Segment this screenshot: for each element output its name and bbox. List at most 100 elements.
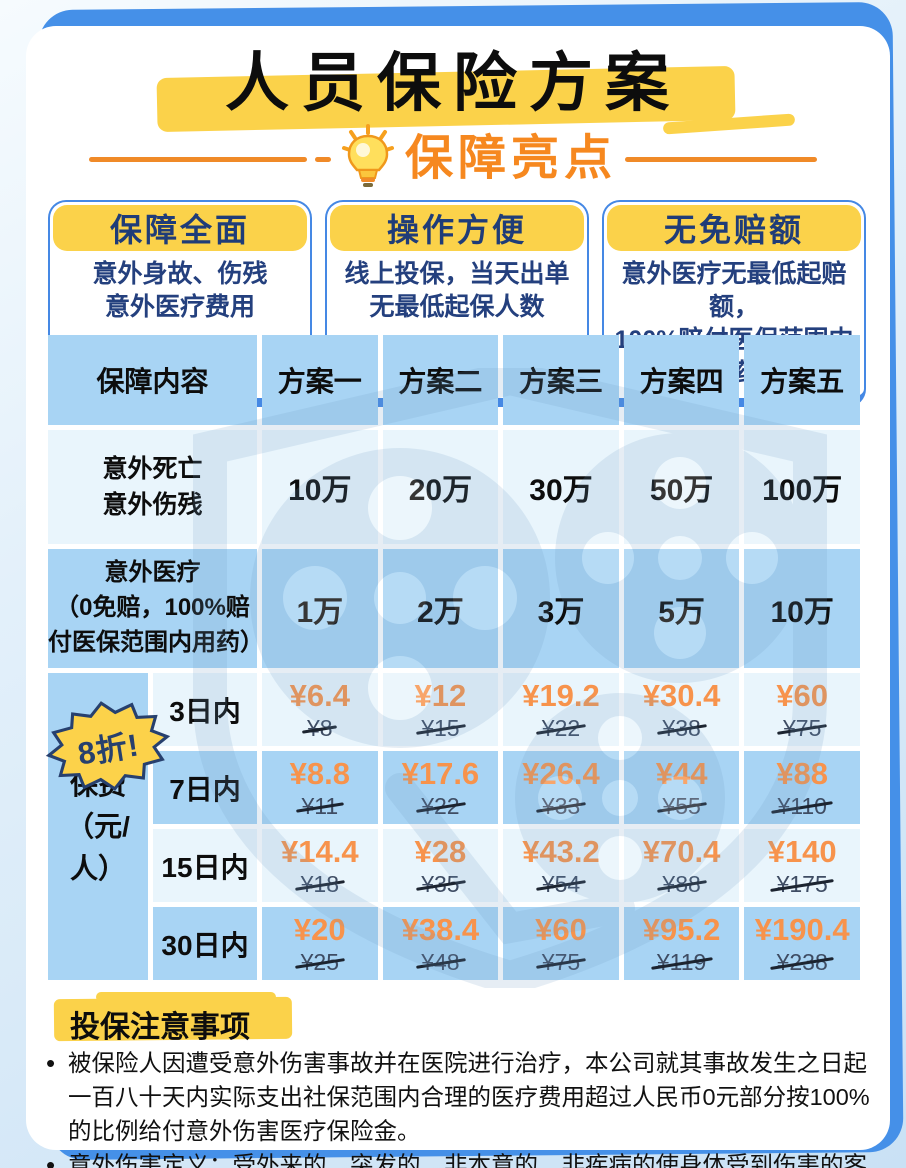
price-current: ¥30.4 [642,678,721,714]
price-current: ¥14.4 [281,834,359,870]
period-label: 7日内 [153,751,257,824]
discount-badge: 8折! [37,689,178,804]
period-label: 3日内 [153,673,257,746]
price-original: ¥110 [774,793,829,819]
price-cell: ¥17.6 ¥22 [382,751,499,824]
page-title: 人员保险方案 [225,47,681,119]
price-original: ¥238 [774,949,831,975]
benefit-value: 20万 [382,430,499,544]
divider-line [88,156,307,162]
price-current: ¥38.4 [401,912,480,948]
price-current: ¥70.4 [642,834,721,870]
price-original: ¥75 [539,949,583,975]
highlight-card-title: 无免赔额 [607,205,861,251]
price-current: ¥43.2 [522,834,600,870]
benefit-value: 2万 [382,549,499,668]
notes-heading: 投保注意事项 [70,1011,250,1044]
price-original: ¥55 [659,793,703,819]
price-cell: ¥19.2 ¥22 [503,673,619,746]
price-current: ¥190.4 [754,912,850,948]
highlight-card-body: 线上投保，当天出单 无最低起保人数 [344,260,570,321]
price-original: ¥22 [418,793,462,819]
divider-line [625,156,817,162]
price-original: ¥11 [298,793,341,819]
price-original: ¥48 [418,949,462,975]
price-current: ¥19.2 [522,678,600,714]
price-original: ¥38 [659,715,703,741]
price-original: ¥54 [539,871,583,897]
price-original: ¥175 [774,871,831,897]
highlights-title: 保障亮点 [404,132,617,185]
highlight-card-body: 意外身故、伤残 意外医疗费用 [92,260,268,321]
price-original: ¥119 [654,949,709,975]
benefit-value: 5万 [623,549,740,668]
table-header-cell: 方案四 [623,335,740,425]
table-header-cell: 方案二 [382,335,499,425]
price-current: ¥140 [767,834,837,870]
price-cell: ¥38.4 ¥48 [382,907,499,980]
price-current: ¥20 [293,912,346,948]
highlight-card-title: 保障全面 [53,205,307,251]
benefit-value: 50万 [623,430,740,544]
price-cell: ¥140 ¥175 [744,829,860,902]
price-current: ¥95.2 [642,912,721,948]
price-current: ¥44 [655,756,708,792]
benefit-value: 3万 [503,549,619,668]
price-cell: ¥190.4 ¥238 [744,907,860,980]
price-original: ¥25 [298,949,342,975]
price-cell: ¥20 ¥25 [262,907,378,980]
price-cell: ¥44 ¥55 [623,751,740,824]
benefit-value: 10万 [262,430,378,544]
price-cell: ¥43.2 ¥54 [503,829,619,902]
price-cell: ¥60 ¥75 [503,907,619,980]
period-label: 15日内 [153,829,257,902]
price-current: ¥6.4 [289,678,350,714]
benefit-value: 10万 [744,549,860,668]
price-cell: ¥88 ¥110 [744,751,860,824]
notes-heading-highlight-tail [96,992,276,1002]
price-cell: ¥70.4 ¥88 [623,829,740,902]
price-cell: ¥6.4 ¥8 [262,673,378,746]
table-header-cell: 方案五 [744,335,860,425]
divider-dash [314,156,331,162]
price-cell: ¥8.8 ¥11 [262,751,378,824]
price-original: ¥22 [539,715,583,741]
price-cell: ¥12 ¥15 [382,673,499,746]
price-current: ¥28 [414,834,467,870]
table-header-cell: 保障内容 [48,335,257,425]
highlights-header: 保障亮点 [0,123,906,195]
price-cell: ¥95.2 ¥119 [623,907,740,980]
price-original: ¥88 [659,871,703,897]
highlight-card-title: 操作方便 [330,205,584,251]
notes-list: 被保险人因遭受意外伤害事故并在医院进行治疗，本公司就其事故发生之日起一百八十天内… [44,1046,884,1168]
table-header-cell: 方案一 [262,335,378,425]
price-original: ¥75 [780,715,824,741]
price-cell: ¥60 ¥75 [744,673,860,746]
benefits-table: 保障内容 方案一 方案二 方案三 方案四 方案五 意外死亡 意外伤残 10万 2… [48,335,860,980]
benefit-value: 100万 [744,430,860,544]
price-current: ¥17.6 [401,756,480,792]
price-cell: ¥14.4 ¥18 [262,829,378,902]
note-item: 被保险人因遭受意外伤害事故并在医院进行治疗，本公司就其事故发生之日起一百八十天内… [44,1046,884,1148]
price-original: ¥18 [298,871,342,897]
price-current: ¥88 [776,756,829,792]
price-current: ¥60 [535,912,587,948]
price-original: ¥15 [418,715,462,741]
price-current: ¥12 [414,678,467,714]
price-current: ¥60 [776,678,829,714]
table-header-cell: 方案三 [503,335,619,425]
lightbulb-icon [339,123,397,195]
benefit-value: 1万 [262,549,378,668]
price-current: ¥26.4 [522,756,600,792]
benefit-row-label: 意外医疗 （0免赔，100%赔 付医保范围内用药） [48,549,264,668]
price-original: ¥33 [539,793,583,819]
price-current: ¥8.8 [289,756,350,792]
benefit-value: 30万 [503,430,619,544]
note-item: 意外伤害定义：受外来的、突发的、非本意的、非疾病的使身体受到伤害的客观事件。 [44,1148,884,1168]
price-cell: ¥26.4 ¥33 [503,751,619,824]
benefit-row-label: 意外死亡 意外伤残 [48,430,257,544]
price-cell: ¥30.4 ¥38 [623,673,740,746]
price-original: ¥35 [418,871,462,897]
period-label: 30日内 [153,907,257,980]
